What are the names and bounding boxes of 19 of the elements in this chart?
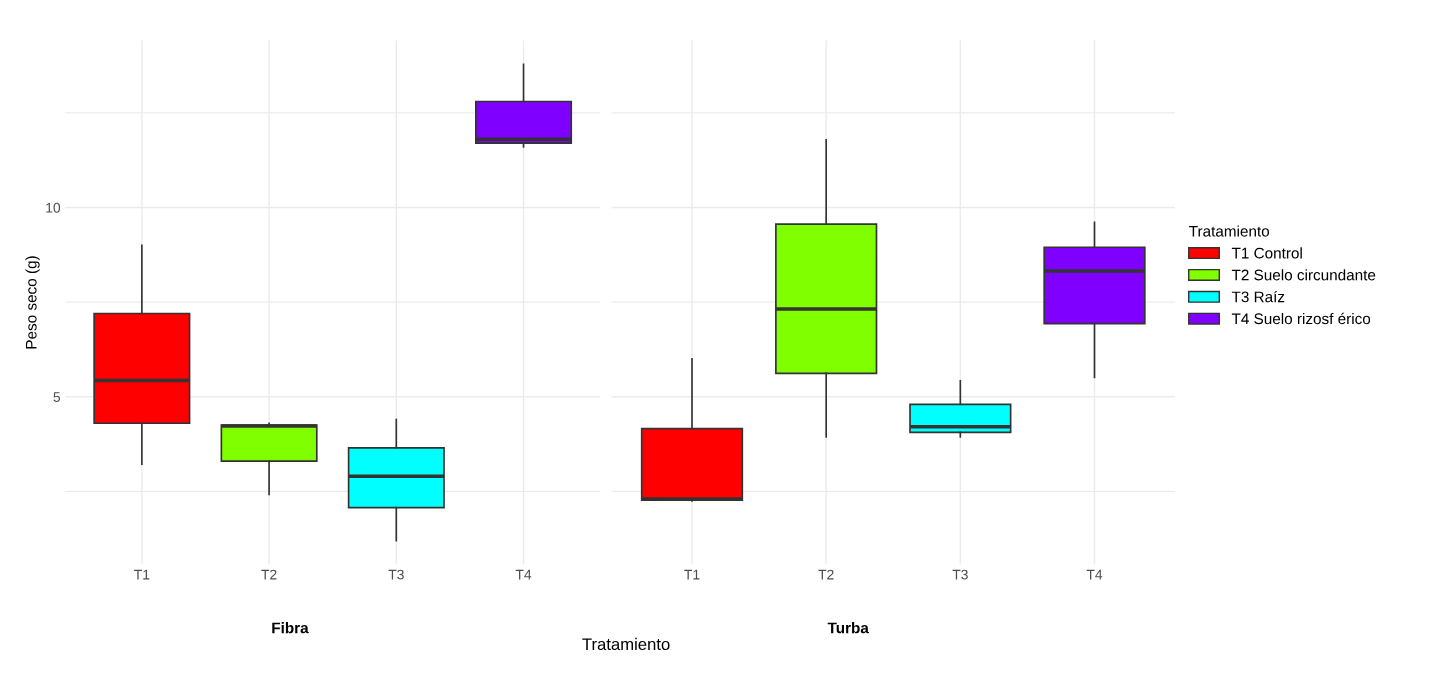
text: Fibra	[272, 622, 309, 634]
x-tick-label: T4	[515, 569, 532, 580]
x-tick-label: T2	[818, 569, 834, 580]
text: Turba	[827, 622, 869, 634]
x-tick-label: T2	[261, 569, 277, 580]
legend-label: T3 Raíz	[1231, 290, 1285, 303]
y-tick-label: 10	[46, 202, 61, 213]
x-axis-title: Tratamiento	[582, 637, 670, 651]
legend-title: Tratamiento	[1189, 225, 1270, 237]
legend-label: T4 Suelo rizosf érico	[1231, 312, 1371, 325]
x-tick-label: T1	[684, 569, 700, 580]
x-tick-label: T3	[952, 569, 968, 580]
x-tick-label: T4	[1086, 569, 1103, 580]
y-axis-title: Peso seco (g)	[25, 256, 40, 349]
legend-label: T1 Control	[1231, 247, 1302, 259]
x-tick-label: T1	[134, 569, 150, 580]
legend-label: T2 Suelo circundante	[1231, 269, 1376, 281]
y-tick-label: 5	[53, 392, 61, 402]
x-tick-label: T3	[388, 569, 404, 580]
